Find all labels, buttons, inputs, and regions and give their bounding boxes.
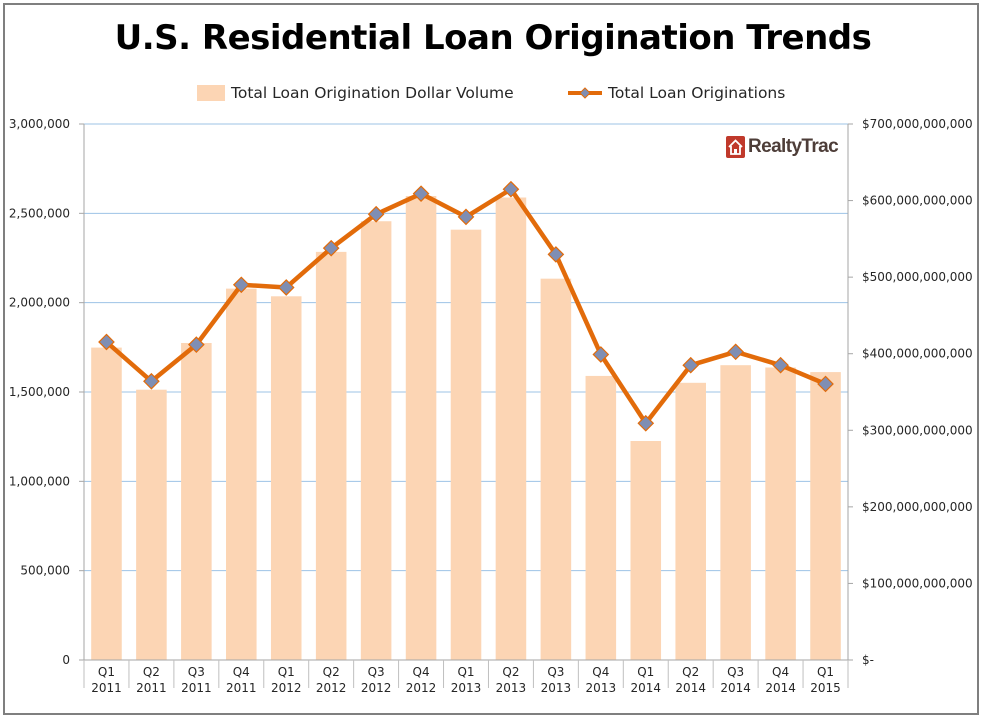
y-right-tick-label: $200,000,000,000 xyxy=(862,500,973,514)
y-right-tick-label: $100,000,000,000 xyxy=(862,576,973,590)
bar xyxy=(810,372,841,660)
x-tick-label-quarter: Q3 xyxy=(188,665,205,679)
y-left-tick-label: 1,500,000 xyxy=(9,385,70,399)
legend-swatch-bar xyxy=(197,85,225,101)
x-tick-label-quarter: Q2 xyxy=(143,665,160,679)
y-left-tick-label: 500,000 xyxy=(20,564,70,578)
bar xyxy=(360,221,392,660)
y-left-tick-label: 1,000,000 xyxy=(9,474,70,488)
x-tick-label-quarter: Q4 xyxy=(772,665,789,679)
house-icon xyxy=(726,136,745,158)
bar xyxy=(91,347,122,660)
line-marker xyxy=(98,333,115,351)
x-tick-label-year: 2013 xyxy=(496,681,527,695)
x-tick-label-quarter: Q2 xyxy=(502,665,519,679)
x-tick-label-year: 2011 xyxy=(91,681,122,695)
bar xyxy=(226,288,257,660)
line-marker xyxy=(322,239,340,257)
bar xyxy=(270,296,302,660)
x-tick-label-quarter: Q1 xyxy=(637,665,654,679)
line-marker xyxy=(188,336,205,354)
bar xyxy=(495,197,527,660)
x-tick-label-year: 2013 xyxy=(541,681,572,695)
x-tick-label-year: 2012 xyxy=(271,681,302,695)
x-tick-label-year: 2011 xyxy=(226,681,257,695)
line-marker xyxy=(143,372,160,390)
y-right-tick-label: $300,000,000,000 xyxy=(862,423,973,437)
line-marker xyxy=(772,356,789,374)
x-tick-label-quarter: Q4 xyxy=(592,665,609,679)
bar xyxy=(181,342,212,660)
x-tick-label-year: 2013 xyxy=(451,681,482,695)
x-tick-label-year: 2012 xyxy=(406,681,437,695)
x-tick-label-quarter: Q1 xyxy=(278,665,295,679)
y-left-tick-label: 2,000,000 xyxy=(9,296,70,310)
y-left-tick-label: 2,500,000 xyxy=(9,206,70,220)
line-marker xyxy=(727,343,744,361)
x-tick-label-year: 2011 xyxy=(181,681,212,695)
x-tick-label-year: 2012 xyxy=(361,681,392,695)
bar xyxy=(675,382,706,660)
bar xyxy=(540,278,572,660)
line-marker xyxy=(817,375,834,393)
x-tick-label-quarter: Q1 xyxy=(817,665,834,679)
bar xyxy=(315,251,347,661)
y-right-tick-label: $400,000,000,000 xyxy=(862,347,973,361)
y-right-tick-label: $500,000,000,000 xyxy=(862,270,973,284)
x-tick-label-year: 2014 xyxy=(765,681,796,695)
bar xyxy=(765,367,796,660)
line-marker xyxy=(277,279,295,296)
x-tick-label-year: 2015 xyxy=(810,681,841,695)
line-marker xyxy=(592,346,610,363)
line-marker xyxy=(682,356,700,374)
line-marker xyxy=(232,276,250,294)
bar xyxy=(405,195,437,660)
x-tick-label-quarter: Q4 xyxy=(233,665,250,679)
x-tick-label-quarter: Q1 xyxy=(98,665,115,679)
legend-label-originations: Total Loan Originations xyxy=(608,84,786,102)
x-tick-label-quarter: Q1 xyxy=(457,665,474,679)
bar xyxy=(630,441,662,660)
logo-text: RealtyTrac xyxy=(748,136,839,157)
y-right-tick-label: $700,000,000,000 xyxy=(862,117,973,131)
x-tick-label-quarter: Q3 xyxy=(547,665,564,679)
bar xyxy=(720,365,751,660)
y-left-tick-label: 0 xyxy=(62,653,70,667)
legend-item-originations: Total Loan Originations xyxy=(568,82,785,104)
realtytrac-logo: RealtyTrac xyxy=(726,134,839,160)
line-marker xyxy=(637,414,655,432)
x-tick-label-year: 2014 xyxy=(630,681,661,695)
bar xyxy=(585,375,617,660)
x-tick-label-quarter: Q3 xyxy=(727,665,744,679)
y-right-tick-label: $- xyxy=(862,653,874,667)
x-tick-label-year: 2012 xyxy=(316,681,347,695)
bar xyxy=(136,389,167,660)
x-tick-label-year: 2013 xyxy=(586,681,617,695)
line-marker xyxy=(412,185,430,203)
legend-item-dollar-volume: Total Loan Origination Dollar Volume xyxy=(197,82,514,104)
line-marker xyxy=(502,180,520,198)
bar xyxy=(450,229,482,660)
x-tick-label-quarter: Q2 xyxy=(682,665,699,679)
y-left-tick-label: 3,000,000 xyxy=(9,117,70,131)
x-tick-label-quarter: Q2 xyxy=(323,665,340,679)
chart-title: U.S. Residential Loan Origination Trends xyxy=(114,18,872,58)
legend-swatch-line xyxy=(568,87,602,99)
x-tick-label-quarter: Q4 xyxy=(413,665,430,679)
legend: Total Loan Origination Dollar Volume Tot… xyxy=(0,82,986,104)
y-right-tick-label: $600,000,000,000 xyxy=(862,194,973,208)
line-marker xyxy=(547,246,565,263)
x-tick-label-year: 2014 xyxy=(675,681,706,695)
x-tick-label-year: 2014 xyxy=(720,681,751,695)
x-tick-label-year: 2011 xyxy=(136,681,167,695)
line-marker xyxy=(367,205,385,223)
line-marker xyxy=(457,208,475,226)
x-tick-label-quarter: Q3 xyxy=(368,665,385,679)
legend-label-dollar-volume: Total Loan Origination Dollar Volume xyxy=(231,84,514,102)
